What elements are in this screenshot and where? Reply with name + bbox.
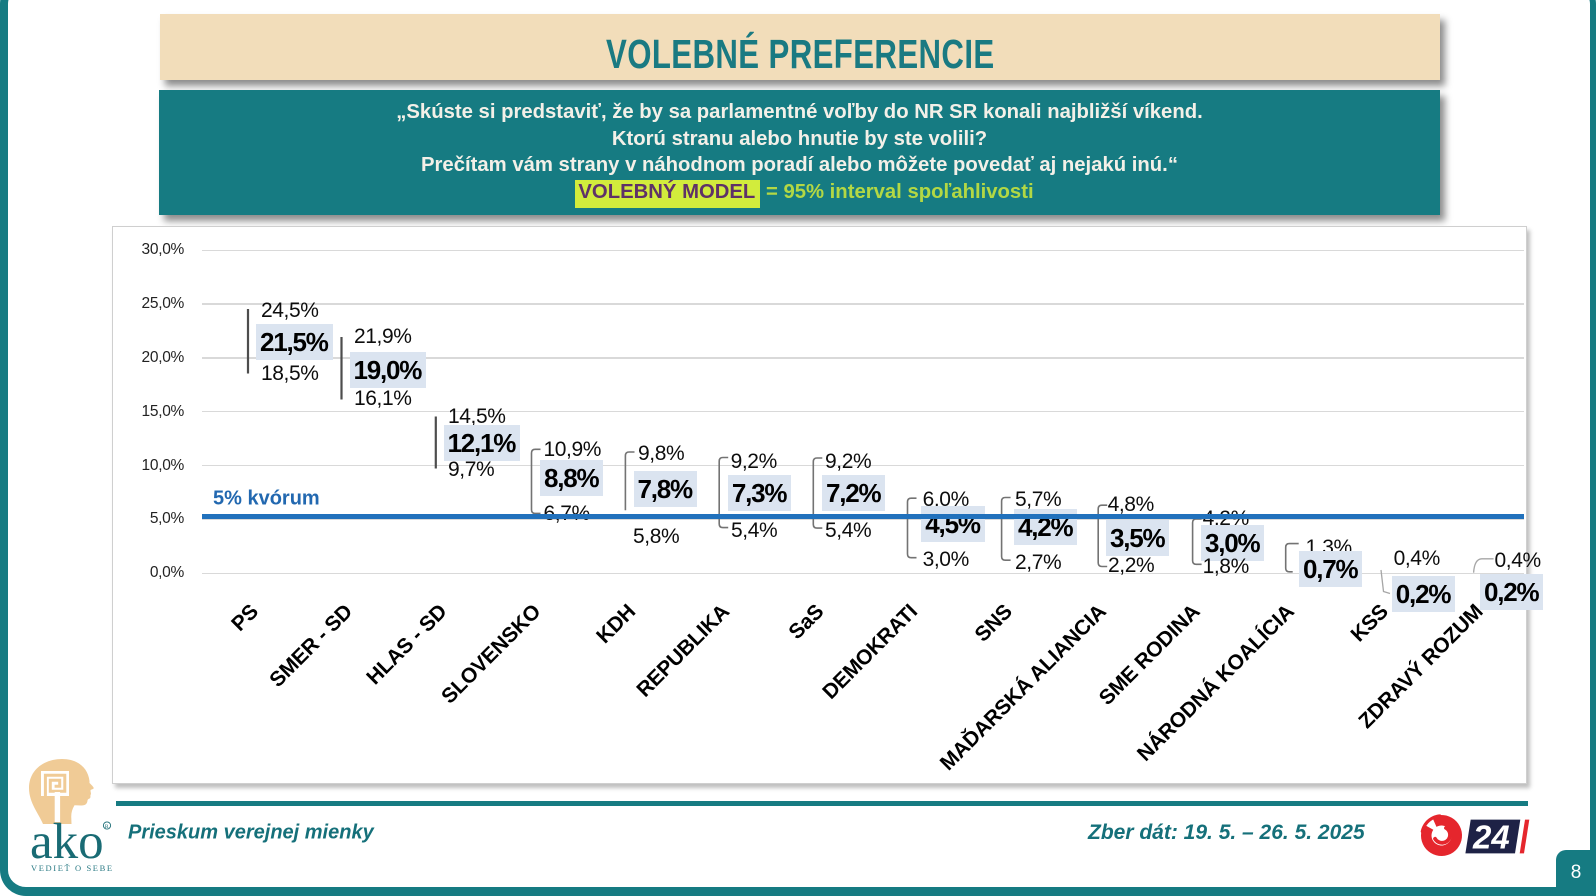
svg-text:24: 24 (1472, 819, 1510, 856)
svg-text:ako: ako (30, 814, 104, 870)
svg-text:R: R (105, 824, 109, 830)
svg-text:VEDIEŤ O SEBE: VEDIEŤ O SEBE (31, 863, 114, 873)
